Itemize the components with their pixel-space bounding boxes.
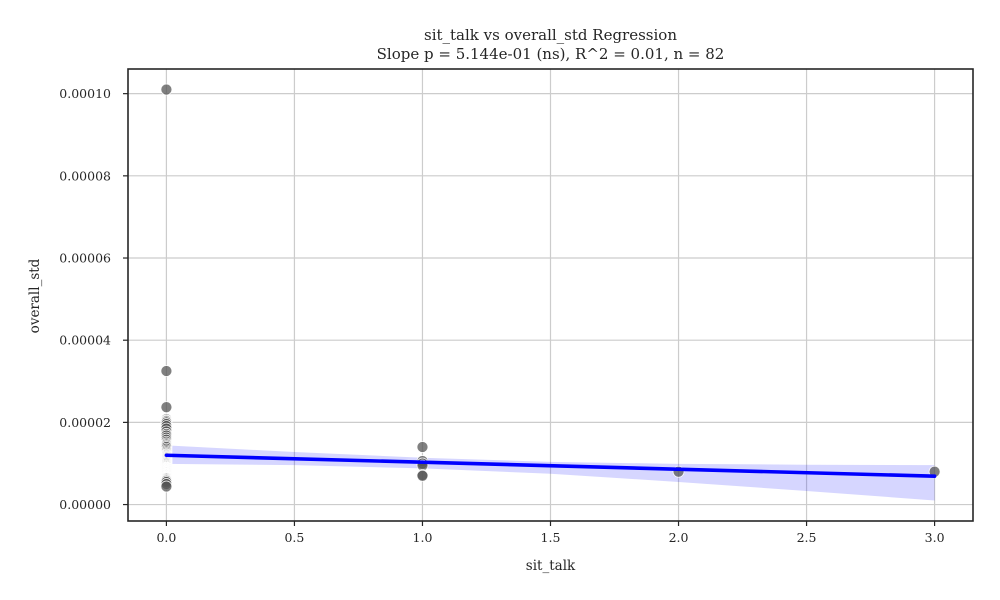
scatter-point <box>160 401 173 414</box>
x-tick-label: 0.5 <box>284 530 304 545</box>
y-tick-label: 0.00010 <box>59 86 111 101</box>
x-tick-label: 1.5 <box>541 530 561 545</box>
scatter-points <box>160 83 941 493</box>
x-tick-label: 1.0 <box>413 530 433 545</box>
x-axis-label: sit_talk <box>526 558 576 574</box>
regression-line <box>164 453 937 479</box>
scatter-point <box>416 441 429 453</box>
regression-line-layer <box>164 453 937 479</box>
chart-title: sit_talk vs overall_std Regression <box>424 26 677 44</box>
x-tick-label: 2.0 <box>669 530 689 545</box>
y-tick-label: 0.00000 <box>59 497 111 512</box>
scatter-point <box>160 480 173 493</box>
x-tick-label: 3.0 <box>925 530 945 545</box>
y-tick-label: 0.00004 <box>59 333 111 348</box>
scatter-point <box>416 469 429 482</box>
y-axis-label: overall_std <box>27 258 43 333</box>
y-tick-label: 0.00002 <box>59 415 111 430</box>
chart-subtitle: Slope p = 5.144e-01 (ns), R^2 = 0.01, n … <box>377 45 725 63</box>
x-tick-label: 0.0 <box>156 530 176 545</box>
scatter-point <box>160 365 173 377</box>
gridlines <box>128 69 973 521</box>
y-tick-label: 0.00008 <box>59 168 111 183</box>
scatter-point <box>160 83 173 96</box>
y-tick-label: 0.00006 <box>59 251 111 266</box>
x-axis-ticks: 0.0 0.5 1.0 1.5 2.0 2.5 3.0 <box>156 521 945 545</box>
y-axis-ticks: 0.00000 0.00002 0.00004 0.00006 0.00008 0.000… <box>59 86 128 512</box>
x-tick-label: 2.5 <box>797 530 817 545</box>
